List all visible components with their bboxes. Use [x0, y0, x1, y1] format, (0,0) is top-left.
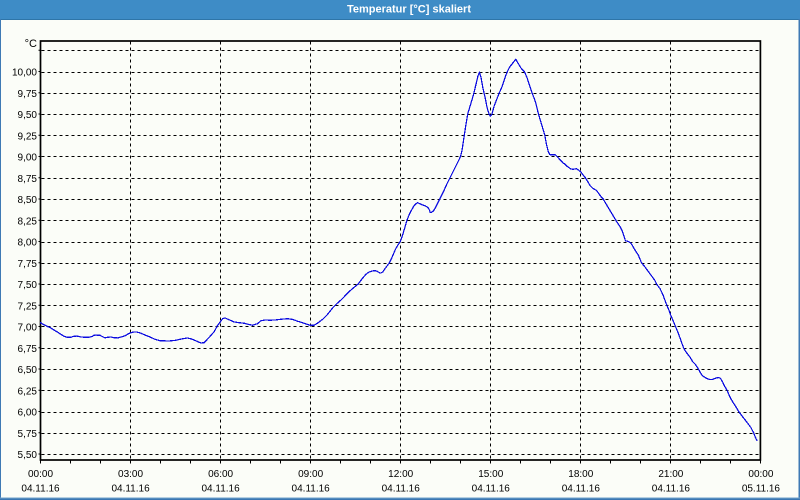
- svg-text:°C: °C: [25, 38, 37, 50]
- svg-text:04.11.16: 04.11.16: [202, 484, 241, 495]
- svg-text:00:00: 00:00: [748, 469, 773, 480]
- svg-text:9,50: 9,50: [18, 110, 38, 121]
- svg-text:6,50: 6,50: [18, 365, 38, 376]
- svg-text:Temperatur [°C] skaliert: Temperatur [°C] skaliert: [347, 4, 471, 16]
- svg-text:00:00: 00:00: [28, 469, 53, 480]
- svg-text:9,75: 9,75: [18, 89, 38, 100]
- svg-text:7,50: 7,50: [18, 280, 38, 291]
- svg-text:18:00: 18:00: [568, 469, 593, 480]
- svg-text:5,75: 5,75: [18, 429, 38, 440]
- svg-text:7,00: 7,00: [18, 323, 38, 334]
- svg-text:06:00: 06:00: [208, 469, 233, 480]
- svg-text:7,25: 7,25: [18, 301, 38, 312]
- svg-text:04.11.16: 04.11.16: [652, 484, 691, 495]
- svg-text:5,50: 5,50: [18, 450, 38, 461]
- svg-text:9,25: 9,25: [18, 131, 38, 142]
- svg-text:12:00: 12:00: [388, 469, 413, 480]
- svg-text:8,25: 8,25: [18, 216, 38, 227]
- svg-text:04.11.16: 04.11.16: [111, 484, 150, 495]
- svg-text:04.11.16: 04.11.16: [382, 484, 421, 495]
- svg-text:05.11.16: 05.11.16: [742, 484, 781, 495]
- svg-text:04.11.16: 04.11.16: [292, 484, 331, 495]
- svg-text:09:00: 09:00: [298, 469, 323, 480]
- svg-text:04.11.16: 04.11.16: [562, 484, 601, 495]
- svg-text:15:00: 15:00: [478, 469, 503, 480]
- svg-text:8,75: 8,75: [18, 174, 38, 185]
- svg-text:03:00: 03:00: [118, 469, 143, 480]
- svg-text:8,50: 8,50: [18, 195, 38, 206]
- svg-text:04.11.16: 04.11.16: [472, 484, 511, 495]
- svg-text:9,00: 9,00: [18, 153, 38, 164]
- svg-text:04.11.16: 04.11.16: [21, 484, 60, 495]
- svg-text:6,75: 6,75: [18, 344, 38, 355]
- svg-text:10,00: 10,00: [12, 68, 37, 79]
- svg-text:7,75: 7,75: [18, 259, 38, 270]
- svg-text:6,00: 6,00: [18, 408, 38, 419]
- svg-text:8,00: 8,00: [18, 238, 38, 249]
- svg-text:21:00: 21:00: [658, 469, 683, 480]
- svg-text:6,25: 6,25: [18, 386, 38, 397]
